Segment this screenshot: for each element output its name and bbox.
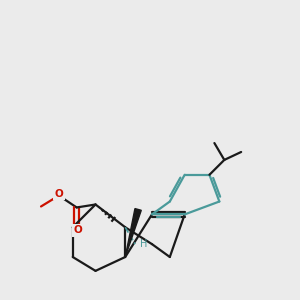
Text: H: H <box>140 239 148 249</box>
Text: O: O <box>74 225 82 235</box>
Text: O: O <box>55 189 63 199</box>
Polygon shape <box>125 208 141 257</box>
